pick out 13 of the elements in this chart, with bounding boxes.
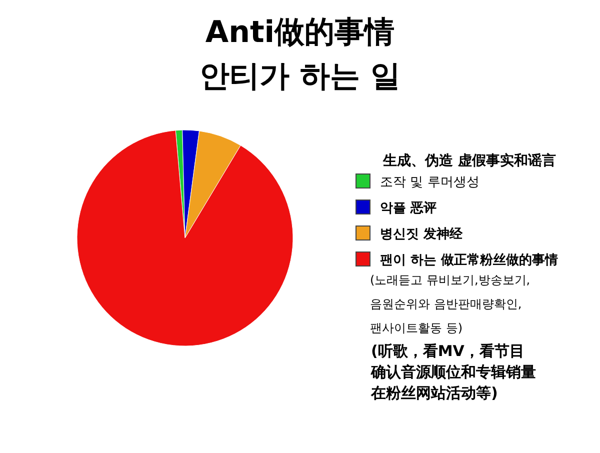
- text: 在粉丝网站活动等): [370, 384, 498, 402]
- text: 팬사이트활동 등): [370, 321, 462, 335]
- chart-subtitle: 안티가 하는 일: [200, 59, 400, 94]
- legend-label: 조작 및 루머생성: [380, 175, 480, 190]
- legend-label: 병신짓 发神经: [380, 226, 464, 242]
- text: 음원순위와 음반판매량확인,: [370, 297, 522, 311]
- legend-label: 팬이 하는 做正常粉丝做的事情: [380, 252, 558, 268]
- text: 确认音源顺位和专辑销量: [370, 363, 536, 381]
- chart-title: Anti做的事情: [205, 15, 395, 50]
- legend-title: 生成、伪造 虚假事实和谣言: [382, 152, 556, 169]
- legend-label: 악플 恶评: [380, 201, 437, 216]
- text: (听歌，看MV，看节目: [371, 342, 524, 360]
- text: (노래듣고 뮤비보기,방송보기,: [370, 273, 530, 287]
